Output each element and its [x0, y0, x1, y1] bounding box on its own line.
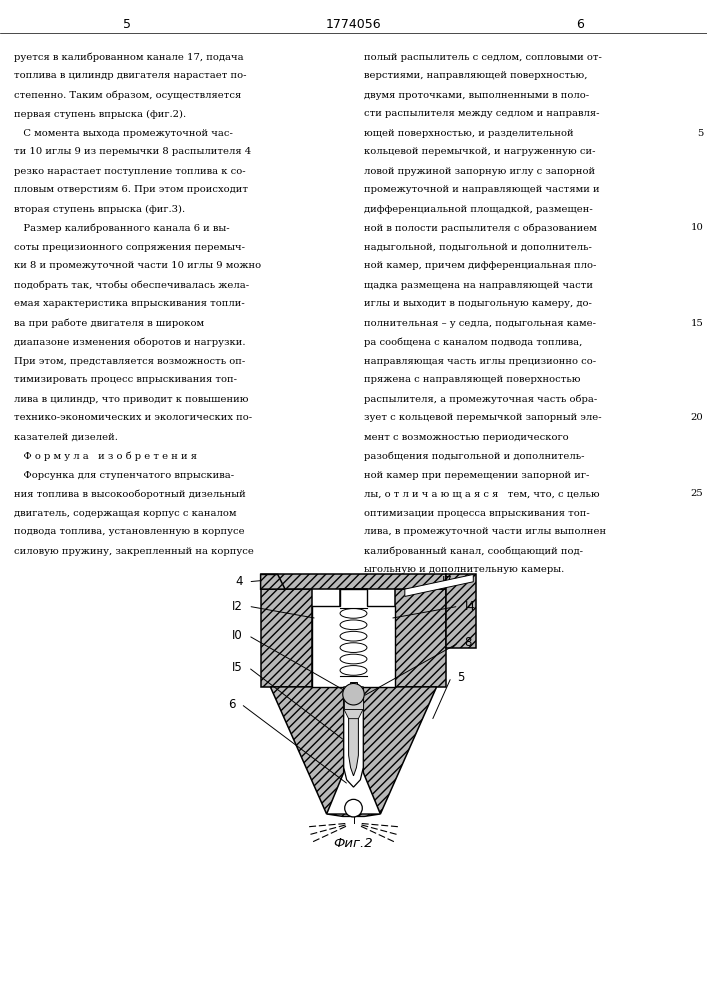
Polygon shape [344, 699, 363, 709]
Text: ва при работе двигателя в широком: ва при работе двигателя в широком [14, 318, 204, 328]
Text: промежуточной и направляющей частями и: промежуточной и направляющей частями и [364, 186, 600, 194]
Text: полый распылитель с седлом, сопловыми от-: полый распылитель с седлом, сопловыми от… [364, 52, 602, 62]
Polygon shape [261, 589, 312, 687]
Ellipse shape [340, 631, 367, 641]
Text: Ф о р м у л а   и з о б р е т е н и я: Ф о р м у л а и з о б р е т е н и я [14, 452, 197, 461]
Ellipse shape [340, 654, 367, 664]
Polygon shape [446, 574, 476, 648]
Text: Размер калиброванного канала 6 и вы-: Размер калиброванного канала 6 и вы- [14, 224, 230, 233]
Text: полнительная – у седла, подыгольная каме-: полнительная – у седла, подыгольная каме… [364, 318, 596, 328]
Text: щадка размещена на направляющей части: щадка размещена на направляющей части [364, 280, 593, 290]
Text: При этом, представляется возможность оп-: При этом, представляется возможность оп- [14, 357, 245, 365]
Text: ной в полости распылителя с образованием: ной в полости распылителя с образованием [364, 224, 597, 233]
Text: 5: 5 [697, 128, 703, 137]
Text: ти 10 иглы 9 из перемычки 8 распылителя 4: ти 10 иглы 9 из перемычки 8 распылителя … [14, 147, 252, 156]
Polygon shape [261, 574, 285, 589]
Text: ра сообщена с каналом подвода топлива,: ра сообщена с каналом подвода топлива, [364, 338, 583, 347]
Text: ной камер, причем дифференциальная пло-: ной камер, причем дифференциальная пло- [364, 261, 597, 270]
Text: 1774056: 1774056 [326, 18, 381, 31]
Ellipse shape [340, 643, 367, 652]
Polygon shape [261, 574, 446, 589]
Text: технико-экономических и экологических по-: технико-экономических и экологических по… [14, 414, 252, 422]
Text: пловым отверстиям 6. При этом происходит: пловым отверстиям 6. При этом происходит [14, 186, 248, 194]
Text: I2: I2 [232, 600, 243, 613]
Text: направляющая часть иглы прецизионно со-: направляющая часть иглы прецизионно со- [364, 357, 596, 365]
Text: иглы и выходит в подыгольную камеру, до-: иглы и выходит в подыгольную камеру, до- [364, 300, 592, 308]
Text: I4: I4 [464, 600, 475, 613]
Text: сти распылителя между седлом и направля-: сти распылителя между седлом и направля- [364, 109, 600, 118]
Polygon shape [363, 687, 437, 814]
Polygon shape [327, 814, 380, 816]
Text: резко нарастает поступление топлива к со-: резко нарастает поступление топлива к со… [14, 166, 246, 176]
Text: мент с возможностью периодического: мент с возможностью периодического [364, 432, 568, 442]
Text: 5: 5 [457, 671, 464, 684]
Text: оптимизации процесса впрыскивания топ-: оптимизации процесса впрыскивания топ- [364, 508, 590, 518]
Text: 25: 25 [691, 489, 703, 498]
Text: лы, о т л и ч а ю щ а я с я   тем, что, с целью: лы, о т л и ч а ю щ а я с я тем, что, с … [364, 489, 600, 498]
Text: ния топлива в высокооборотный дизельный: ния топлива в высокооборотный дизельный [14, 489, 246, 499]
Text: двигатель, содержащая корпус с каналом: двигатель, содержащая корпус с каналом [14, 508, 237, 518]
Text: силовую пружину, закрепленный на корпусе: силовую пружину, закрепленный на корпусе [14, 546, 254, 556]
Text: 4: 4 [235, 575, 243, 588]
Polygon shape [270, 687, 344, 814]
Text: 10: 10 [691, 224, 703, 232]
Text: надыгольной, подыгольной и дополнитель-: надыгольной, подыгольной и дополнитель- [364, 242, 592, 251]
Text: 6: 6 [228, 698, 235, 711]
Text: разобщения подыгольной и дополнитель-: разобщения подыгольной и дополнитель- [364, 452, 585, 461]
Text: С момента выхода промежуточной час-: С момента выхода промежуточной час- [14, 128, 233, 137]
Text: первая ступень впрыска (фиг.2).: первая ступень впрыска (фиг.2). [14, 109, 186, 119]
Text: Фиг.2: Фиг.2 [334, 837, 373, 850]
Text: степенно. Таким образом, осуществляется: степенно. Таким образом, осуществляется [14, 91, 241, 100]
Polygon shape [349, 689, 358, 776]
Polygon shape [340, 589, 367, 606]
Text: калиброванный канал, сообщающий под-: калиброванный канал, сообщающий под- [364, 546, 583, 556]
Text: казателей дизелей.: казателей дизелей. [14, 432, 118, 442]
Polygon shape [344, 687, 363, 787]
Circle shape [345, 799, 362, 817]
Text: I0: I0 [232, 629, 243, 642]
Text: дифференциальной площадкой, размещен-: дифференциальной площадкой, размещен- [364, 205, 593, 214]
Text: пряжена с направляющей поверхностью: пряжена с направляющей поверхностью [364, 375, 580, 384]
Text: соты прецизионного сопряжения перемыч-: соты прецизионного сопряжения перемыч- [14, 242, 245, 251]
Text: емая характеристика впрыскивания топли-: емая характеристика впрыскивания топли- [14, 300, 245, 308]
Text: 8: 8 [464, 636, 472, 649]
Text: топлива в цилиндр двигателя нарастает по-: топлива в цилиндр двигателя нарастает по… [14, 72, 247, 81]
Text: распылителя, а промежуточная часть обра-: распылителя, а промежуточная часть обра- [364, 394, 597, 404]
Text: ыгольную и дополнительную камеры.: ыгольную и дополнительную камеры. [364, 566, 564, 574]
Text: Форсунка для ступенчатого впрыскива-: Форсунка для ступенчатого впрыскива- [14, 471, 234, 480]
Text: ловой пружиной запорную иглу с запорной: ловой пружиной запорную иглу с запорной [364, 166, 595, 176]
Text: I5: I5 [232, 661, 243, 674]
Text: зует с кольцевой перемычкой запорный эле-: зует с кольцевой перемычкой запорный эле… [364, 414, 602, 422]
Ellipse shape [340, 609, 367, 618]
Polygon shape [405, 574, 473, 596]
Text: 6: 6 [575, 18, 584, 31]
Ellipse shape [340, 620, 367, 630]
Text: лива, в промежуточной части иглы выполнен: лива, в промежуточной части иглы выполне… [364, 528, 606, 536]
Text: подобрать так, чтобы обеспечивалась жела-: подобрать так, чтобы обеспечивалась жела… [14, 280, 250, 290]
Polygon shape [349, 682, 358, 687]
Text: кольцевой перемычкой, и нагруженную си-: кольцевой перемычкой, и нагруженную си- [364, 147, 595, 156]
Text: ки 8 и промежуточной части 10 иглы 9 можно: ки 8 и промежуточной части 10 иглы 9 мож… [14, 261, 262, 270]
Text: тимизировать процесс впрыскивания топ-: тимизировать процесс впрыскивания топ- [14, 375, 237, 384]
Text: 20: 20 [691, 414, 703, 422]
Text: I7: I7 [442, 575, 452, 588]
Polygon shape [395, 589, 446, 687]
Text: подвода топлива, установленную в корпусе: подвода топлива, установленную в корпусе [14, 528, 245, 536]
Text: руется в калиброванном канале 17, подача: руется в калиброванном канале 17, подача [14, 52, 244, 62]
Text: ной камер при перемещении запорной иг-: ной камер при перемещении запорной иг- [364, 471, 590, 480]
Text: лива в цилиндр, что приводит к повышению: лива в цилиндр, что приводит к повышению [14, 394, 249, 403]
Text: ющей поверхностью, и разделительной: ющей поверхностью, и разделительной [364, 128, 573, 137]
Polygon shape [344, 709, 363, 719]
Text: вторая ступень впрыска (фиг.3).: вторая ступень впрыска (фиг.3). [14, 205, 185, 214]
Circle shape [343, 683, 364, 705]
Text: 5: 5 [123, 18, 132, 31]
Text: 15: 15 [691, 318, 703, 328]
Text: двумя проточками, выполненными в поло-: двумя проточками, выполненными в поло- [364, 91, 589, 100]
Polygon shape [312, 589, 395, 687]
Text: диапазоне изменения оборотов и нагрузки.: диапазоне изменения оборотов и нагрузки. [14, 338, 245, 347]
Text: верстиями, направляющей поверхностью,: верстиями, направляющей поверхностью, [364, 72, 588, 81]
Ellipse shape [340, 666, 367, 675]
